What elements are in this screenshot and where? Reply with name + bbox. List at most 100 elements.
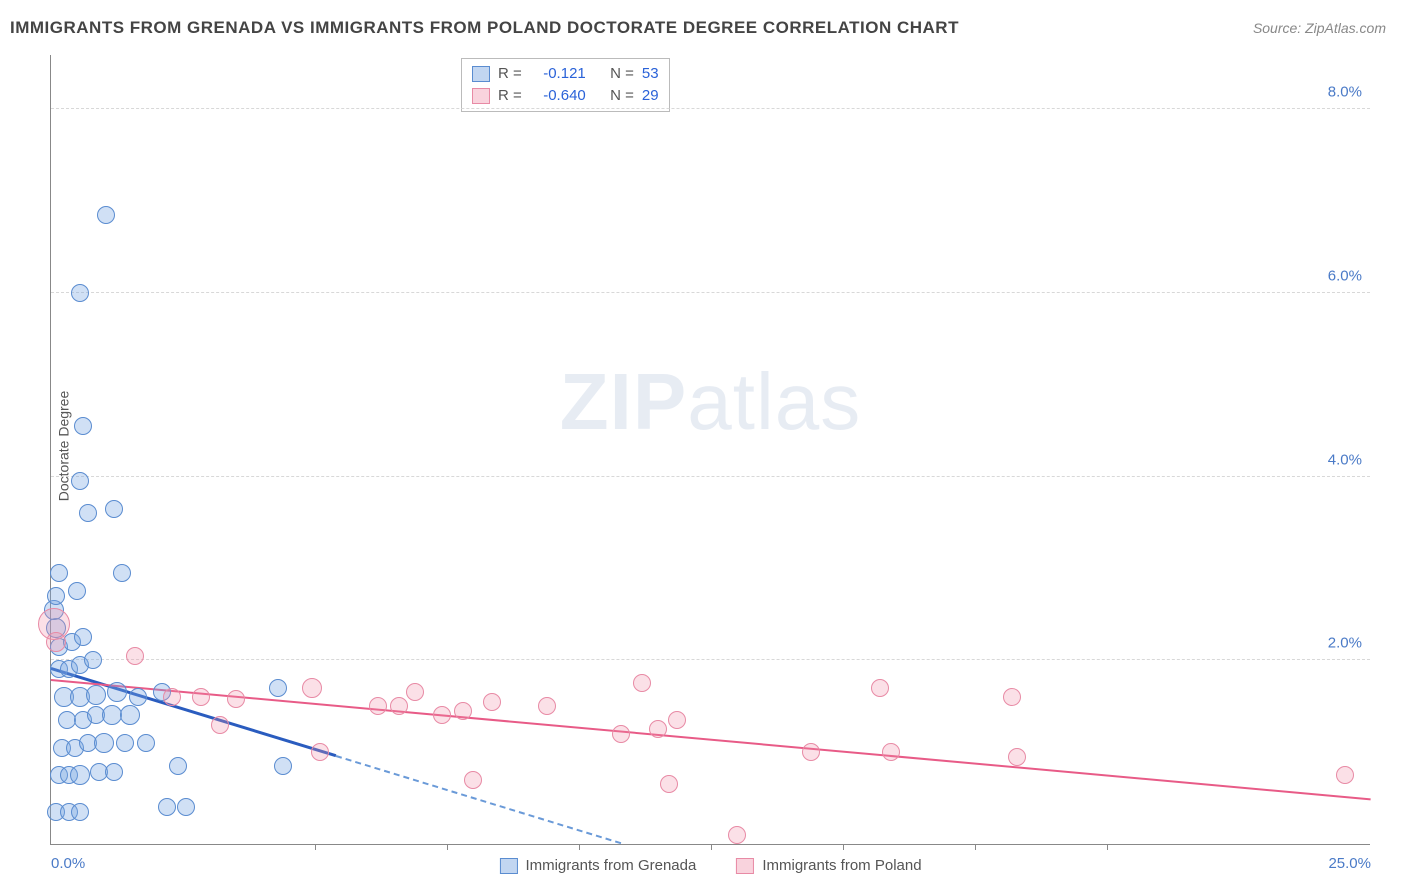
data-point <box>1336 766 1354 784</box>
legend-label: Immigrants from Grenada <box>525 857 696 874</box>
n-value: 29 <box>642 85 659 107</box>
data-point <box>633 674 651 692</box>
r-value: -0.640 <box>530 85 586 107</box>
data-point <box>68 582 86 600</box>
data-point <box>163 688 181 706</box>
data-point <box>169 757 187 775</box>
data-point <box>802 743 820 761</box>
data-point <box>70 765 90 785</box>
data-point <box>97 206 115 224</box>
legend-swatch <box>499 858 517 874</box>
gridline <box>51 292 1370 293</box>
scatter-plot-area: ZIPatlas R =-0.121 N =53R =-0.640 N =29 … <box>50 55 1370 845</box>
correlation-stats-box: R = -0.121 N = 53 R = -0.640 N = 29 <box>461 58 670 112</box>
legend-label: Immigrants from Poland <box>762 857 921 874</box>
data-point <box>84 651 102 669</box>
series-legend: Immigrants from Grenada Immigrants from P… <box>499 857 921 874</box>
watermark-zip: ZIP <box>560 357 687 446</box>
data-point <box>464 771 482 789</box>
r-value: -0.121 <box>530 63 586 85</box>
x-tick <box>843 844 844 850</box>
x-tick-label: 0.0% <box>51 855 85 872</box>
data-point <box>227 690 245 708</box>
data-point <box>86 685 106 705</box>
data-point <box>79 504 97 522</box>
data-point <box>433 706 451 724</box>
gridline <box>51 108 1370 109</box>
legend-swatch <box>472 88 490 104</box>
y-tick-label: 6.0% <box>1328 267 1362 284</box>
x-tick <box>315 844 316 850</box>
data-point <box>390 697 408 715</box>
data-point <box>107 682 127 702</box>
n-label: N = <box>610 63 634 85</box>
data-point <box>47 587 65 605</box>
data-point <box>612 725 630 743</box>
y-tick-label: 4.0% <box>1328 451 1362 468</box>
x-tick <box>447 844 448 850</box>
data-point <box>158 798 176 816</box>
data-point <box>120 705 140 725</box>
data-point <box>94 733 114 753</box>
data-point <box>177 798 195 816</box>
data-point <box>369 697 387 715</box>
data-point <box>129 688 147 706</box>
data-point <box>483 693 501 711</box>
data-point <box>882 743 900 761</box>
data-point <box>113 564 131 582</box>
data-point <box>102 705 122 725</box>
chart-title: IMMIGRANTS FROM GRENADA VS IMMIGRANTS FR… <box>10 18 959 38</box>
data-point <box>71 472 89 490</box>
legend-swatch <box>472 66 490 82</box>
n-value: 53 <box>642 63 659 85</box>
gridline <box>51 476 1370 477</box>
x-tick <box>1107 844 1108 850</box>
data-point <box>454 702 472 720</box>
x-tick <box>711 844 712 850</box>
data-point <box>302 678 322 698</box>
data-point <box>71 803 89 821</box>
gridline <box>51 659 1370 660</box>
data-point <box>105 500 123 518</box>
source-attribution: Source: ZipAtlas.com <box>1253 20 1386 36</box>
legend-item: Immigrants from Poland <box>736 857 921 874</box>
data-point <box>74 628 92 646</box>
data-point <box>137 734 155 752</box>
data-point <box>274 757 292 775</box>
data-point <box>46 632 66 652</box>
watermark-atlas: atlas <box>687 357 861 446</box>
data-point <box>126 647 144 665</box>
data-point <box>649 720 667 738</box>
y-tick-label: 8.0% <box>1328 84 1362 101</box>
data-point <box>192 688 210 706</box>
data-point <box>660 775 678 793</box>
x-tick <box>975 844 976 850</box>
data-point <box>50 564 68 582</box>
data-point <box>871 679 889 697</box>
r-label: R = <box>498 63 522 85</box>
regression-line <box>336 755 622 844</box>
regression-line <box>51 679 1371 800</box>
data-point <box>728 826 746 844</box>
legend-swatch <box>736 858 754 874</box>
data-point <box>406 683 424 701</box>
data-point <box>1003 688 1021 706</box>
legend-item: Immigrants from Grenada <box>499 857 696 874</box>
data-point <box>105 763 123 781</box>
y-tick-label: 2.0% <box>1328 635 1362 652</box>
data-point <box>538 697 556 715</box>
data-point <box>71 284 89 302</box>
x-tick-label: 25.0% <box>1328 855 1371 872</box>
data-point <box>668 711 686 729</box>
watermark: ZIPatlas <box>560 356 861 448</box>
data-point <box>116 734 134 752</box>
r-label: R = <box>498 85 522 107</box>
data-point <box>74 417 92 435</box>
stats-row: R = -0.640 N = 29 <box>472 85 659 107</box>
data-point <box>1008 748 1026 766</box>
data-point <box>211 716 229 734</box>
n-label: N = <box>610 85 634 107</box>
x-tick <box>579 844 580 850</box>
stats-row: R = -0.121 N = 53 <box>472 63 659 85</box>
data-point <box>311 743 329 761</box>
